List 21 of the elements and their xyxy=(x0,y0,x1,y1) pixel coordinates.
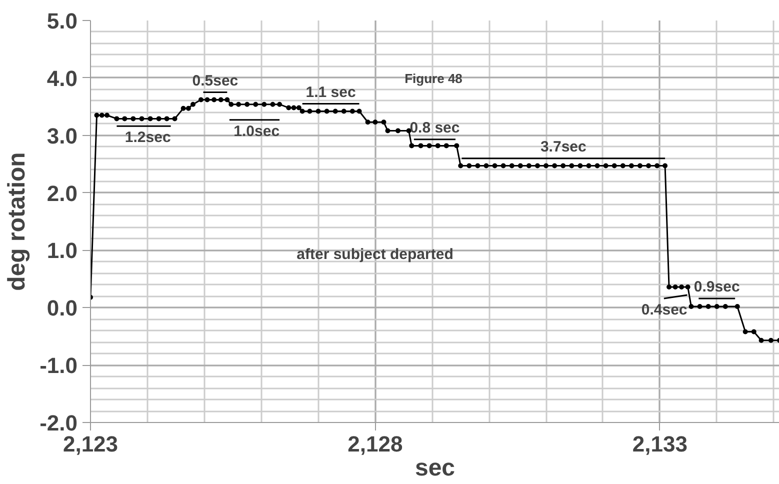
annotation: 1.0sec xyxy=(234,122,280,140)
x-tick-label: 2,133 xyxy=(632,432,688,456)
y-tick-label: 3.0 xyxy=(46,123,78,148)
y-tick-label: 1.0 xyxy=(46,238,78,264)
y-tick-label: 0.0 xyxy=(46,296,78,321)
y-axis-title: deg rotation xyxy=(4,152,31,291)
annotation: after subject departed xyxy=(296,246,454,263)
annotation: 0.5sec xyxy=(192,72,238,90)
annotation: 0.4sec xyxy=(641,301,688,318)
y-tick-label: 5.0 xyxy=(46,8,78,34)
annotation: 3.7sec xyxy=(540,138,586,156)
x-axis-title: sec xyxy=(414,454,456,482)
annotation: Figure 48 xyxy=(404,71,462,86)
y-tick-label: 2.0 xyxy=(46,180,78,206)
annotation: 0.8 sec xyxy=(410,119,460,136)
y-tick-label: -1.0 xyxy=(40,353,78,378)
annotation: 1.2sec xyxy=(124,129,171,146)
y-tick-label: 4.0 xyxy=(46,66,78,91)
x-tick-label: 2,128 xyxy=(348,432,403,456)
annotation: 1.1 sec xyxy=(306,84,356,101)
annotation: 0.9sec xyxy=(694,278,740,296)
